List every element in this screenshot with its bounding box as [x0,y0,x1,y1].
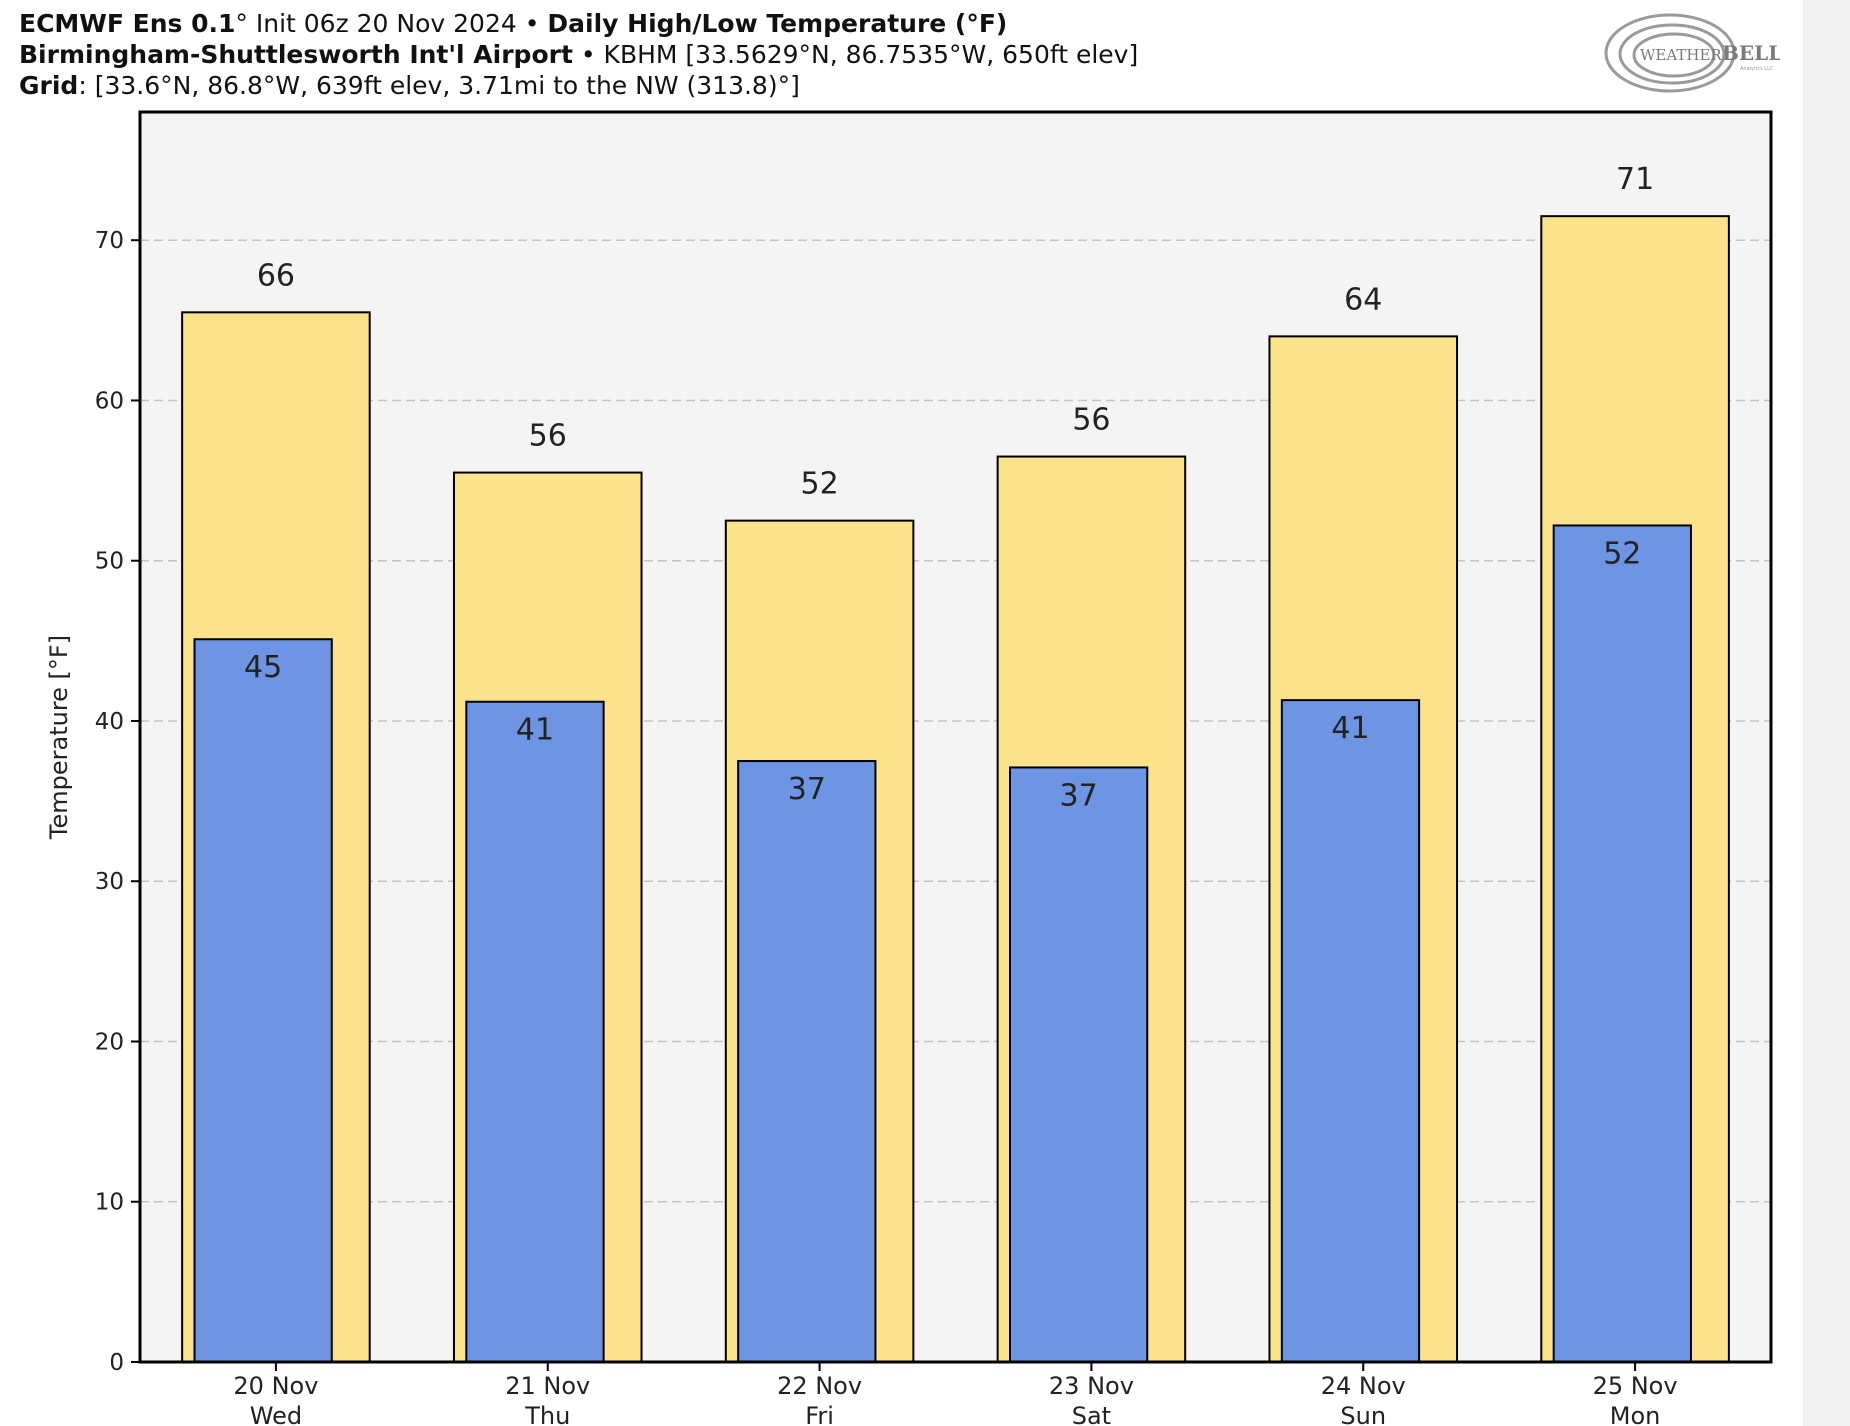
header-line-station: Birmingham-Shuttlesworth Int'l Airport •… [19,39,1519,70]
x-tick-day: Sun [1340,1402,1386,1426]
low-value-label: 41 [516,713,554,748]
y-tick-label: 40 [95,709,124,735]
low-bar [465,700,605,1363]
init-time: Init 06z 20 Nov 2024 [247,9,517,38]
x-tick-date: 22 Nov [777,1372,862,1400]
low-bar [1552,524,1692,1363]
product-title: Daily High/Low Temperature (°F) [547,9,1008,38]
x-tick-day: Sat [1072,1402,1111,1426]
plot-frame [138,110,1773,1364]
grid-label: Grid [19,71,79,100]
low-bars [193,524,1692,1363]
model-name: ECMWF Ens 0.1 [19,9,236,38]
low-bar [1009,766,1149,1363]
grid-detail: : [33.6°N, 86.8°W, 639ft elev, 3.71mi to… [78,71,800,100]
x-tick-date: 21 Nov [505,1372,590,1400]
chart-header: ECMWF Ens 0.1° Init 06z 20 Nov 2024 • Da… [19,8,1519,101]
y-tick-label: 0 [109,1350,124,1376]
x-tick-date: 20 Nov [233,1372,318,1400]
header-line-model: ECMWF Ens 0.1° Init 06z 20 Nov 2024 • Da… [19,8,1519,39]
header-line-grid: Grid: [33.6°N, 86.8°W, 639ft elev, 3.71m… [19,70,1519,101]
low-value-label: 41 [1331,711,1369,746]
y-axis: 0 10 20 30 40 50 60 70 [95,228,140,1376]
model-degree: ° [235,9,248,38]
x-tick-date: 24 Nov [1321,1372,1406,1400]
separator: • [572,40,604,69]
logo-text-sub: Analytics LLC [1740,66,1774,72]
high-value-label: 64 [1344,282,1382,317]
gridlines [140,239,1771,1203]
high-value-label: 56 [529,419,567,454]
x-tick-day: Wed [250,1402,302,1426]
low-value-label: 45 [244,650,282,685]
low-bar [193,638,333,1363]
y-tick-label: 30 [95,869,124,895]
y-tick-label: 10 [95,1190,124,1216]
high-value-label: 56 [1072,403,1110,438]
x-tick-day: Fri [805,1402,834,1426]
station-detail: KBHM [33.5629°N, 86.7535°W, 650ft elev] [603,40,1139,69]
x-tick-date: 23 Nov [1049,1372,1134,1400]
separator: • [516,9,548,38]
high-value-label: 71 [1616,162,1654,197]
y-tick-label: 50 [95,549,124,575]
logo-text-bell: BELL [1722,41,1780,65]
low-bar [1280,699,1421,1363]
low-value-label: 37 [788,772,826,807]
y-tick-label: 70 [95,228,124,254]
x-tick-day: Mon [1610,1402,1661,1426]
right-edge-band [1803,0,1850,1426]
plot-area [140,112,1771,1362]
logo-text-weather: WEATHER [1640,46,1722,64]
weatherbell-logo: WEATHER BELL Analytics LLC [1604,13,1780,93]
y-axis-label: Temperature [°F] [45,635,73,840]
data-labels: 66 45 56 41 52 37 56 37 64 41 71 52 [244,162,1654,813]
station-name: Birmingham-Shuttlesworth Int'l Airport [19,40,573,69]
y-tick-label: 60 [95,388,124,414]
high-value-label: 66 [257,258,295,293]
low-value-label: 52 [1603,536,1641,571]
high-value-label: 52 [800,467,838,502]
x-tick-day: Thu [524,1402,570,1426]
x-tick-date: 25 Nov [1593,1372,1678,1400]
low-value-label: 37 [1060,778,1098,813]
y-tick-label: 20 [95,1029,124,1055]
low-bar [737,760,877,1363]
